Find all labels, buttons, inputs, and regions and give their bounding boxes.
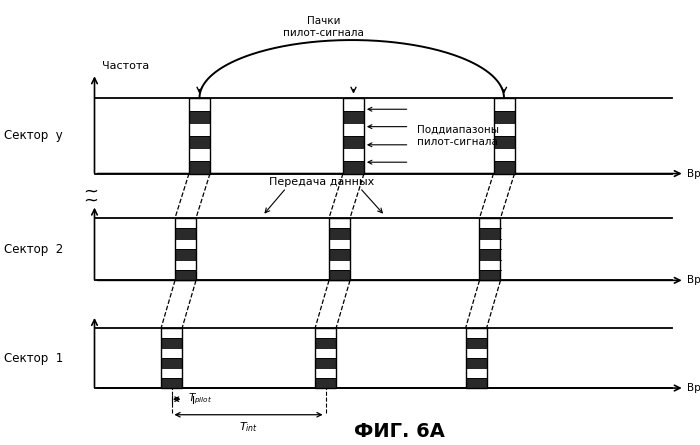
Text: ~: ~ — [83, 191, 99, 209]
Bar — [161, 368, 182, 378]
Bar — [343, 98, 364, 110]
Bar — [480, 218, 500, 280]
Bar — [161, 358, 182, 368]
Bar — [343, 148, 364, 161]
Bar — [480, 270, 500, 280]
Bar — [494, 98, 514, 174]
Bar — [329, 239, 350, 249]
Bar — [161, 338, 182, 348]
Bar — [494, 148, 514, 161]
Bar — [466, 338, 486, 348]
Text: ~: ~ — [83, 182, 99, 200]
Bar — [329, 218, 350, 280]
Bar — [175, 259, 196, 270]
Bar — [494, 110, 514, 123]
Bar — [315, 358, 336, 368]
Bar — [466, 328, 486, 388]
Bar — [480, 259, 500, 270]
Bar — [329, 249, 350, 259]
Bar — [466, 348, 486, 358]
Text: Пачки
пилот-сигнала: Пачки пилот-сигнала — [284, 16, 364, 38]
Bar — [466, 358, 486, 368]
Bar — [315, 328, 336, 388]
Bar — [480, 218, 500, 228]
Bar — [466, 328, 486, 388]
Bar — [480, 239, 500, 249]
Bar — [494, 123, 514, 136]
Bar — [466, 368, 486, 378]
Text: Сектор  y: Сектор y — [4, 129, 62, 142]
Bar — [161, 328, 182, 388]
Text: Время: Время — [687, 275, 700, 285]
Bar — [494, 161, 514, 174]
Bar — [189, 148, 210, 161]
Bar — [480, 228, 500, 239]
Bar — [494, 98, 514, 174]
Text: Время: Время — [687, 169, 700, 178]
Bar — [466, 328, 486, 338]
Bar — [480, 249, 500, 259]
Bar — [329, 218, 350, 228]
Bar — [315, 378, 336, 388]
Bar — [329, 270, 350, 280]
Bar — [189, 161, 210, 174]
Text: Частота: Частота — [102, 61, 148, 71]
Bar — [466, 378, 486, 388]
Text: ФИГ. 6А: ФИГ. 6А — [354, 421, 444, 441]
Bar — [343, 123, 364, 136]
Bar — [480, 218, 500, 280]
Bar — [189, 123, 210, 136]
Bar — [315, 328, 336, 338]
Bar — [175, 218, 196, 280]
Bar — [315, 338, 336, 348]
Bar — [189, 110, 210, 123]
Bar — [343, 98, 364, 174]
Bar — [315, 368, 336, 378]
Bar — [343, 110, 364, 123]
Bar — [161, 328, 182, 388]
Bar — [161, 348, 182, 358]
Bar — [343, 136, 364, 148]
Bar — [189, 98, 210, 110]
Bar — [343, 98, 364, 174]
Bar — [494, 136, 514, 148]
Bar — [161, 328, 182, 338]
Text: Время: Время — [687, 383, 700, 393]
Bar — [315, 328, 336, 388]
Bar — [161, 378, 182, 388]
Text: Передача данных: Передача данных — [270, 177, 374, 187]
Text: Сектор  2: Сектор 2 — [4, 243, 63, 256]
Text: Поддиапазоны
пилот-сигнала: Поддиапазоны пилот-сигнала — [416, 125, 498, 146]
Bar — [329, 218, 350, 280]
Bar — [315, 348, 336, 358]
Bar — [175, 218, 196, 228]
Bar — [494, 98, 514, 110]
Text: Сектор  1: Сектор 1 — [4, 352, 63, 365]
Bar — [343, 161, 364, 174]
Bar — [175, 270, 196, 280]
Bar — [175, 239, 196, 249]
Bar — [329, 259, 350, 270]
Text: $T_{int}$: $T_{int}$ — [239, 420, 258, 434]
Bar — [175, 228, 196, 239]
Bar — [189, 136, 210, 148]
Bar — [175, 249, 196, 259]
Bar — [189, 98, 210, 174]
Text: $T_{pilot}$: $T_{pilot}$ — [188, 392, 212, 406]
Bar — [175, 218, 196, 280]
Bar — [189, 98, 210, 174]
Bar — [329, 228, 350, 239]
